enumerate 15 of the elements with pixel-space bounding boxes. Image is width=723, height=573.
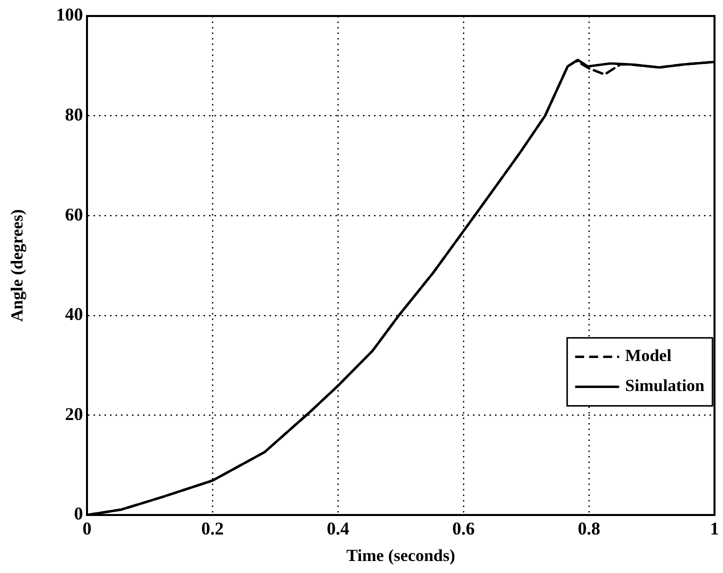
y-tick-label: 40 xyxy=(65,304,83,324)
x-tick-label: 1 xyxy=(710,518,719,538)
x-tick-label: 0.8 xyxy=(578,518,600,538)
x-tick-label: 0.4 xyxy=(326,518,350,538)
y-axis-title: Angle (degrees) xyxy=(8,209,27,322)
y-tick-label: 60 xyxy=(65,204,83,224)
legend-label: Model xyxy=(625,346,672,366)
x-tick-label: 0.6 xyxy=(452,518,475,538)
y-tick-label: 20 xyxy=(65,404,83,424)
legend-label: Simulation xyxy=(625,376,706,396)
y-tick-label: 0 xyxy=(74,504,83,524)
x-axis-title: Time (seconds) xyxy=(346,546,456,566)
y-tick-label: 80 xyxy=(65,104,83,124)
x-tick-label: 0.2 xyxy=(201,518,224,538)
y-tick-label: 100 xyxy=(56,4,83,25)
